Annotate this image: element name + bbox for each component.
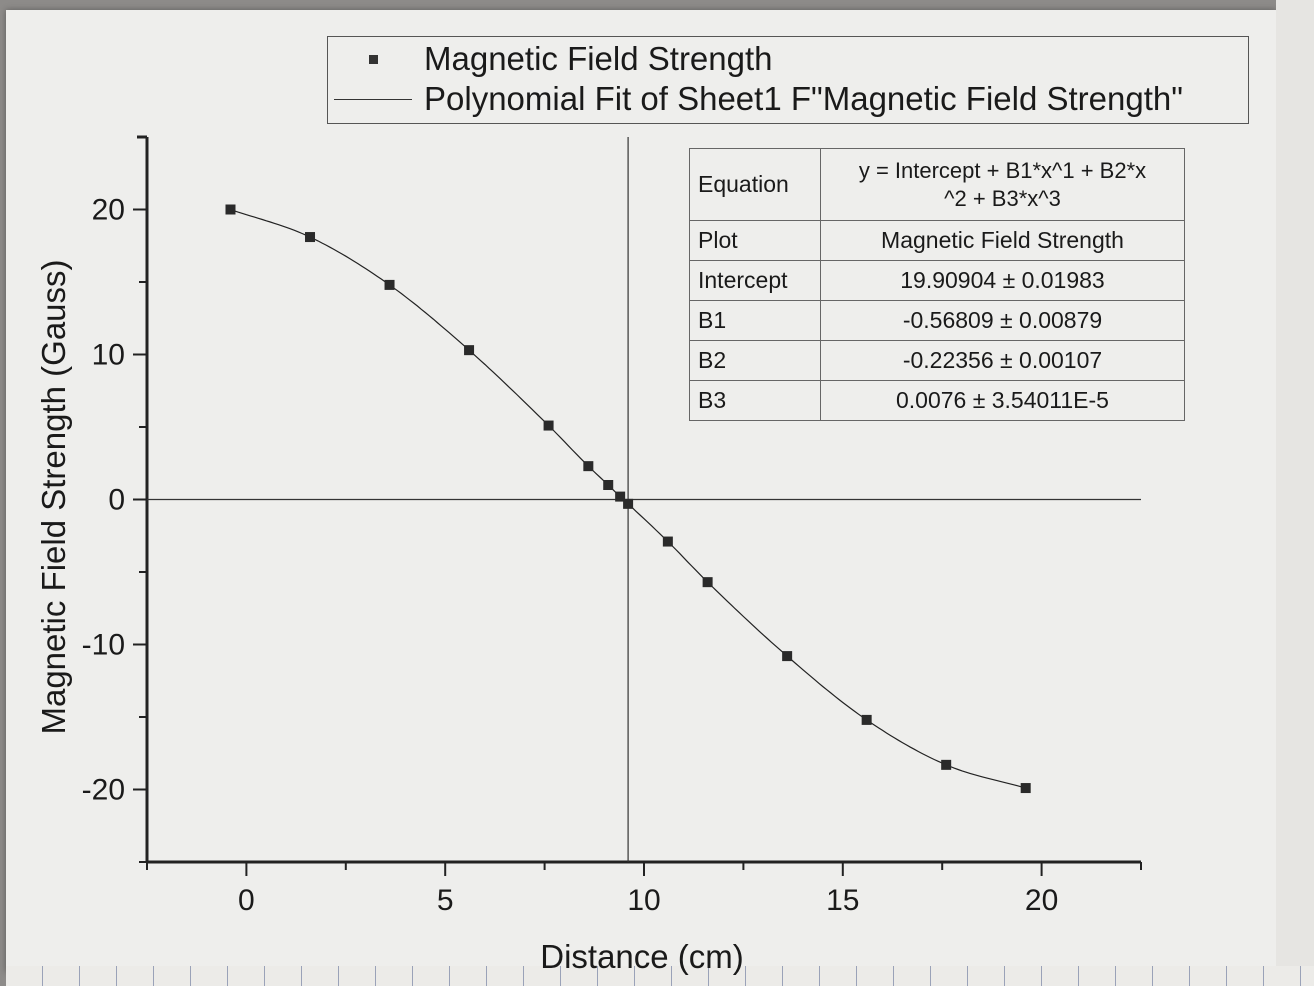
row-label: B3 xyxy=(689,380,821,421)
row-value: Magnetic Field Strength xyxy=(820,220,1185,261)
table-row: Plot Magnetic Field Strength xyxy=(689,220,1185,261)
legend-entry-fit: Polynomial Fit of Sheet1 F"Magnetic Fiel… xyxy=(328,79,1248,119)
equation-line-2: ^2 + B3*x^3 xyxy=(944,185,1061,211)
table-row: B2 -0.22356 ± 0.00107 xyxy=(689,340,1185,381)
table-row-equation: Equation y = Intercept + B1*x^1 + B2*x ^… xyxy=(689,148,1185,221)
chart-legend: Magnetic Field Strength Polynomial Fit o… xyxy=(327,36,1249,124)
row-value: -0.56809 ± 0.00879 xyxy=(820,300,1185,341)
legend-fit-label: Polynomial Fit of Sheet1 F"Magnetic Fiel… xyxy=(424,80,1183,117)
row-label: B2 xyxy=(689,340,821,381)
grid-paper-strip xyxy=(6,966,1314,986)
table-row: B1 -0.56809 ± 0.00879 xyxy=(689,300,1185,341)
equation-label: Equation xyxy=(689,148,821,221)
legend-entry-data: Magnetic Field Strength xyxy=(328,39,1248,79)
row-label: Plot xyxy=(689,220,821,261)
row-value: 0.0076 ± 3.54011E-5 xyxy=(820,380,1185,421)
line-marker-icon xyxy=(328,98,418,100)
row-value: -0.22356 ± 0.00107 xyxy=(820,340,1185,381)
row-value: 19.90904 ± 0.01983 xyxy=(820,260,1185,301)
legend-data-label: Magnetic Field Strength xyxy=(424,40,773,77)
paper-edge xyxy=(1276,0,1314,986)
table-row: Intercept 19.90904 ± 0.01983 xyxy=(689,260,1185,301)
table-row: B3 0.0076 ± 3.54011E-5 xyxy=(689,380,1185,421)
equation-line-1: y = Intercept + B1*x^1 + B2*x xyxy=(858,157,1147,183)
y-axis-title: Magnetic Field Strength (Gauss) xyxy=(35,259,72,735)
row-label: Intercept xyxy=(689,260,821,301)
fit-parameters-table: Equation y = Intercept + B1*x^1 + B2*x ^… xyxy=(689,148,1185,421)
x-axis-title: Distance (cm) xyxy=(540,938,744,975)
row-label: B1 xyxy=(689,300,821,341)
square-marker-icon xyxy=(328,54,418,64)
equation-value: y = Intercept + B1*x^1 + B2*x ^2 + B3*x^… xyxy=(820,148,1185,221)
